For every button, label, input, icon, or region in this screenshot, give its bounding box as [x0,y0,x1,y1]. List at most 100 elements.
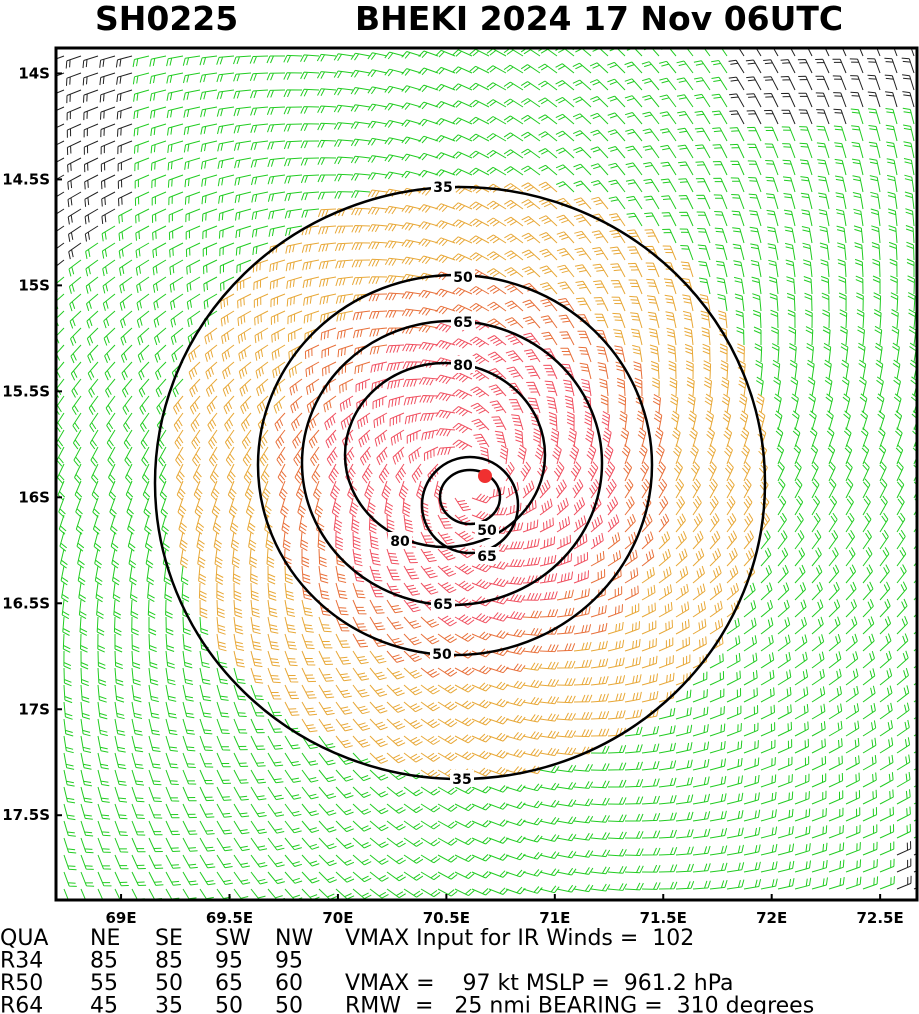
wind-barb [134,174,150,189]
wind-barb [688,410,697,431]
wind-barb [115,55,133,68]
wind-barb [895,427,903,448]
wind-barb [624,865,644,874]
wind-barb [141,446,150,467]
y-tick-label: 17S [18,700,50,718]
wind-barb [573,781,594,789]
wind-barb [842,393,851,414]
wind-barb [250,735,266,750]
wind-barb [235,208,252,221]
wind-barb [802,242,813,261]
wind-barb [130,599,139,619]
wind-barb [794,495,804,516]
wind-barb [369,344,388,355]
wind-barb [777,669,792,686]
wind-barb [776,444,785,465]
isotach-label: 50 [432,647,452,663]
wind-barb [555,147,575,159]
wind-barb [177,497,187,518]
wind-barb [166,55,184,67]
wind-barb [235,242,252,256]
wind-barb [352,582,366,599]
wind-barb [165,837,181,852]
wind-barb [828,651,842,669]
wind-barb [591,196,609,210]
wind-barb [743,670,758,686]
wind-barb [105,378,116,398]
wind-barb [265,531,274,552]
wind-barb [144,514,152,535]
wind-barb [233,106,252,117]
wind-barb [403,582,421,596]
wind-barb [204,344,218,362]
wind-barb [242,446,252,467]
wind-barb [420,837,441,847]
wind-barb [590,96,609,108]
y-tick-label: 15S [18,276,50,294]
wind-barb [369,599,385,614]
wind-barb [573,606,591,618]
wind-barb [217,140,235,152]
wind-barb [182,616,191,636]
wind-barb [760,617,774,635]
wind-barb [152,242,167,258]
wind-barb [648,328,660,346]
wind-barb [794,547,806,567]
wind-barb [573,694,593,703]
wind-barb [777,461,785,482]
wind-barb [352,667,370,681]
wind-barb [643,178,660,193]
wind-barb [170,293,184,310]
wind-barb [555,80,575,91]
wind-barb [108,463,116,484]
wind-barb [844,444,853,465]
wind-barb [318,616,332,633]
wind-barb [505,784,526,792]
wind-barb [250,106,269,116]
wind-barb [351,225,371,233]
wind-barb [212,514,222,535]
wind-barb [253,276,269,291]
wind-barb [903,141,915,159]
wind-barb [505,749,526,758]
wind-barb [350,173,371,181]
wind-barb [743,513,754,533]
wind-barb [88,395,99,415]
wind-barb [318,820,337,833]
wind-barb [196,531,205,552]
wind-barb [452,168,473,176]
isotach-label: 35 [433,180,452,196]
wind-barb [879,702,893,720]
wind-barb [159,480,168,501]
wind-barb [352,735,371,748]
wind-barb [722,410,732,431]
wind-barb [411,463,423,483]
wind-barb [851,125,864,142]
wind-barb [828,825,844,839]
wind-barb [94,565,103,586]
wind-barb [97,786,110,803]
x-tick-label: 69E [106,909,137,927]
wind-barb [216,599,225,619]
wind-barb [179,531,188,552]
wind-barb [319,276,337,288]
wind-barb [131,718,143,736]
wind-barb [862,512,872,533]
wind-barb [801,209,813,227]
wind-barb [318,701,335,716]
wind-barb [896,598,908,618]
wind-barb [760,843,778,856]
wind-barb [539,554,557,567]
wind-barb [255,361,269,379]
wind-barb [148,786,162,802]
wind-barb [788,343,797,363]
wind-barb [730,177,745,193]
wind-barb [208,429,218,450]
wind-barb [284,701,300,716]
wind-barb [268,208,286,220]
wind-barb [815,92,830,108]
wind-barb [435,101,456,109]
wind-barb [280,497,289,518]
wind-barb [80,786,93,804]
wind-barb [680,245,694,261]
